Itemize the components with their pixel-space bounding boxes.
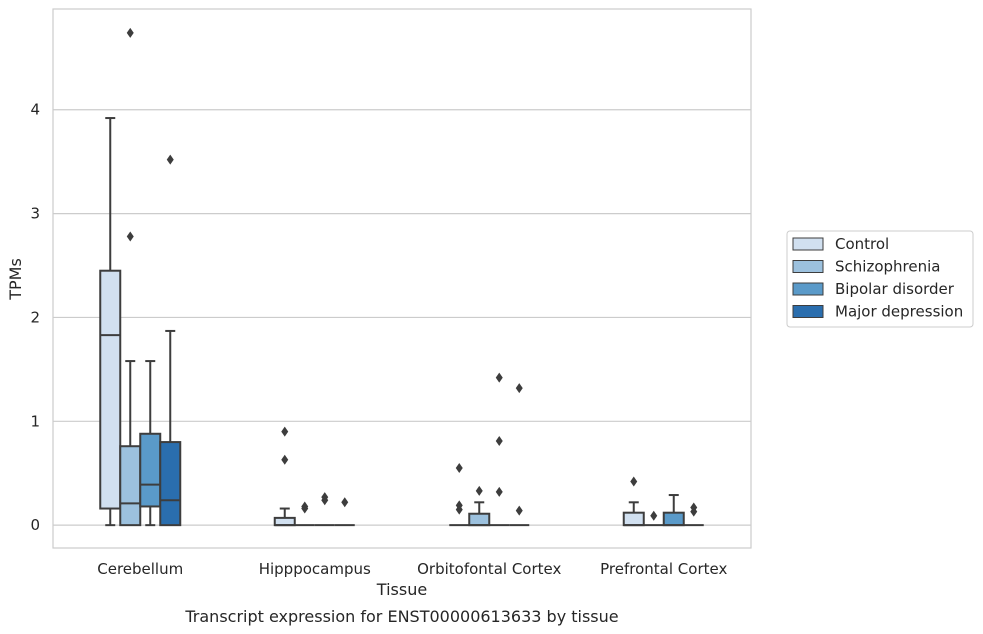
outlier-point bbox=[630, 476, 638, 487]
outlier-point bbox=[690, 502, 698, 513]
legend: Control Schizophrenia Bipolar disorder Majo… bbox=[786, 230, 974, 328]
box-2-3 bbox=[509, 383, 530, 527]
box-3-0 bbox=[622, 476, 645, 527]
box-iqr bbox=[468, 512, 491, 527]
outlier-point bbox=[475, 485, 483, 496]
box-3-3 bbox=[683, 502, 704, 527]
outlier-point bbox=[321, 492, 329, 503]
box-iqr bbox=[273, 516, 296, 527]
box-0-3 bbox=[159, 154, 182, 527]
chart-title: Transcript expression for ENST0000061363… bbox=[184, 607, 618, 626]
legend-item-label: Control bbox=[835, 235, 889, 253]
box-2-1 bbox=[468, 485, 491, 527]
x-axis-label: Tissue bbox=[376, 580, 427, 599]
box-iqr bbox=[662, 511, 685, 527]
outlier-point bbox=[495, 486, 503, 497]
legend-frame bbox=[786, 230, 974, 328]
x-axis-ticks: Cerebellum Hipppocampus Orbitofontal Corte… bbox=[97, 560, 727, 578]
outlier-point bbox=[515, 505, 523, 516]
legend-swatch bbox=[792, 282, 824, 296]
box-iqr bbox=[622, 511, 645, 527]
outlier-point bbox=[341, 497, 349, 508]
box-2-0 bbox=[449, 463, 470, 527]
outlier-point bbox=[495, 436, 503, 447]
x-tick-label: Prefrontal Cortex bbox=[600, 560, 727, 578]
outlier-point bbox=[495, 372, 503, 383]
outlier-point bbox=[650, 510, 658, 521]
box-iqr bbox=[159, 441, 182, 527]
legend-item-label: Schizophrenia bbox=[835, 258, 940, 276]
legend-item-label: Major depression bbox=[835, 303, 963, 321]
box-iqr bbox=[99, 269, 122, 510]
box-1-2 bbox=[314, 492, 335, 527]
box-0-2 bbox=[139, 360, 162, 527]
legend-swatch bbox=[792, 305, 824, 318]
box-iqr bbox=[139, 432, 162, 508]
box-2-2 bbox=[489, 372, 510, 527]
x-tick-label: Cerebellum bbox=[97, 560, 183, 578]
box-3-2 bbox=[662, 494, 685, 527]
y-tick-label: 2 bbox=[30, 308, 40, 326]
x-tick-label: Orbitofontal Cortex bbox=[417, 560, 561, 578]
y-tick-label: 0 bbox=[30, 516, 40, 534]
y-axis-label: TPMs bbox=[6, 258, 25, 301]
outlier-point bbox=[301, 501, 309, 512]
box-1-1 bbox=[294, 501, 315, 527]
y-tick-label: 4 bbox=[30, 101, 40, 119]
box-1-3 bbox=[334, 497, 355, 527]
box-groups bbox=[99, 27, 704, 527]
y-tick-label: 3 bbox=[30, 205, 40, 223]
outlier-point bbox=[126, 231, 134, 242]
y-axis-ticks: 0 1 2 3 4 bbox=[30, 101, 40, 534]
outlier-point bbox=[455, 463, 463, 474]
box-0-0 bbox=[99, 117, 122, 527]
outlier-point bbox=[281, 426, 289, 437]
legend-swatch bbox=[792, 260, 824, 273]
y-tick-label: 1 bbox=[30, 412, 40, 430]
box-3-1 bbox=[643, 510, 664, 527]
outlier-point bbox=[515, 383, 523, 394]
x-tick-label: Hipppocampus bbox=[259, 560, 371, 578]
plot-area-frame bbox=[52, 8, 752, 549]
outlier-point bbox=[455, 500, 463, 511]
box-1-0 bbox=[273, 426, 296, 527]
box-iqr bbox=[119, 445, 142, 527]
outlier-point bbox=[281, 454, 289, 465]
legend-swatch bbox=[792, 237, 824, 251]
box-0-1 bbox=[119, 27, 142, 527]
outlier-point bbox=[126, 27, 134, 38]
legend-item-label: Bipolar disorder bbox=[835, 280, 955, 298]
outlier-point bbox=[166, 154, 174, 165]
